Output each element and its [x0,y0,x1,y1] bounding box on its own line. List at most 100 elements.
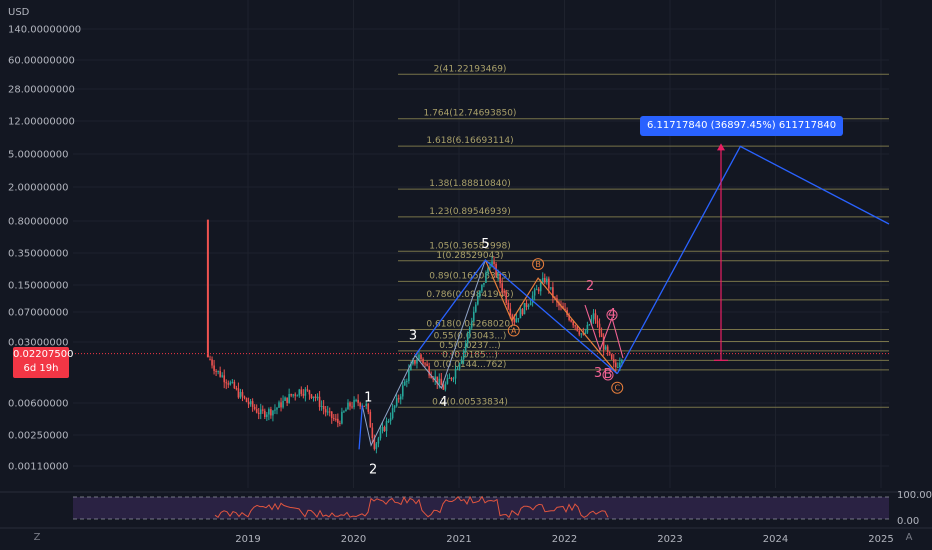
candle-body [302,393,305,396]
candle-body [448,377,451,379]
candle-body [391,408,394,419]
candle-body [406,381,408,383]
candle-body [434,376,437,380]
candle-body [345,409,347,412]
candle-body [452,378,455,380]
candle-body [253,406,256,409]
impulse-wave-lead-in[interactable] [358,405,363,450]
candle-body [586,324,589,333]
candle-body [511,315,514,319]
candle-body [385,421,388,432]
candle-body [251,401,254,407]
x-tick-label: 2021 [446,534,471,545]
y-tick-label: 140.00000000 [8,25,81,36]
y-tick-label: 60.00000000 [8,56,75,67]
candle-body [592,313,595,319]
x-tick-label: 2020 [341,534,366,545]
y-tick-label: 28.00000000 [8,85,75,96]
candle-body [219,370,221,377]
candle-body [458,363,461,369]
sub-wave-line[interactable] [584,304,624,359]
fib-level-label: 0.786(0.09841945) [426,290,513,300]
candle-body [221,375,223,377]
y-tick-label: 0.35000000 [8,249,68,260]
auto-scale-button[interactable]: A [905,532,913,543]
candle-body [539,282,542,292]
candle-body [487,268,489,273]
fib-level-label: 1.23(0.89546939) [429,207,510,217]
candle-body [292,394,295,396]
candle-body [355,399,357,401]
wave-channel-line[interactable] [414,259,618,375]
corrective-wave-marker [611,381,624,394]
candle-body [330,411,333,419]
candle-body [474,304,477,312]
projection-label[interactable]: 6.11717840 (36897.45%) 611717840 [640,116,844,136]
impulse-wave-label: 3 [409,329,417,344]
fib-level-label: 1.618(6.16693114) [426,136,513,146]
fib-extension[interactable]: 2(41.22193469) 1.764(12.74693850) 1.618(6.… [398,64,889,408]
candle-body [379,431,382,439]
candle-body [272,410,274,416]
candle-body [300,389,303,394]
candle-body [509,308,512,316]
candle-body [430,375,432,379]
candle-body [468,327,471,334]
impulse-wave-label: 5 [481,237,489,252]
candle-body [365,403,368,407]
candle-body [602,337,605,350]
zoom-button[interactable]: Z [33,532,41,543]
candle-body [373,438,376,449]
candle-body [235,388,238,390]
candle-body [324,409,327,413]
candle-body [612,359,615,363]
candle-body [314,396,317,399]
candle-body [359,402,361,407]
projection-path[interactable] [616,145,890,375]
candle-body [353,400,355,408]
currency-label: USD [8,7,30,18]
candle-body [546,278,548,283]
candle-body [395,398,398,406]
candle-body [367,403,370,412]
candle-body [363,405,366,407]
candle-body [211,359,213,366]
candle-body [477,296,479,305]
candle-body [438,378,441,384]
y-tick-label: 0.00110000 [8,462,68,473]
candle-body [255,408,258,413]
candle-body [399,396,402,400]
y-tick-label: 12.00000000 [8,117,75,128]
candle-body [481,284,483,291]
candle-body [243,396,246,399]
corrective-wave-line[interactable] [484,259,618,375]
candle-body [572,321,574,326]
candle-body [335,418,337,420]
candle-body [541,277,544,283]
last-price: 0.02207500 [13,349,74,360]
candle-body [257,412,260,415]
fib-level-label: 1.764(12.74693850) [424,109,517,119]
candle-body [444,383,447,390]
candle-body [446,378,449,384]
candle-body [621,360,623,363]
candle-body [274,409,276,411]
corrective-wave-label: C [614,384,620,393]
candle-body [247,402,250,405]
sub-wave-label: 3 [594,366,602,381]
candle-body [472,311,475,322]
fib-level-label: 1.05(0.36582998) [429,241,510,251]
candle-body [389,418,392,422]
candle-body [523,302,526,315]
measure-arrowhead [717,143,725,151]
candle-body [286,397,288,403]
candle-body [521,309,524,315]
candle-body [489,266,491,269]
bar-countdown: 6d 19h [23,363,59,374]
fib-level-label: 0.2(0.00533834) [432,397,508,407]
candle-body [529,302,532,306]
candle-body [241,391,244,397]
